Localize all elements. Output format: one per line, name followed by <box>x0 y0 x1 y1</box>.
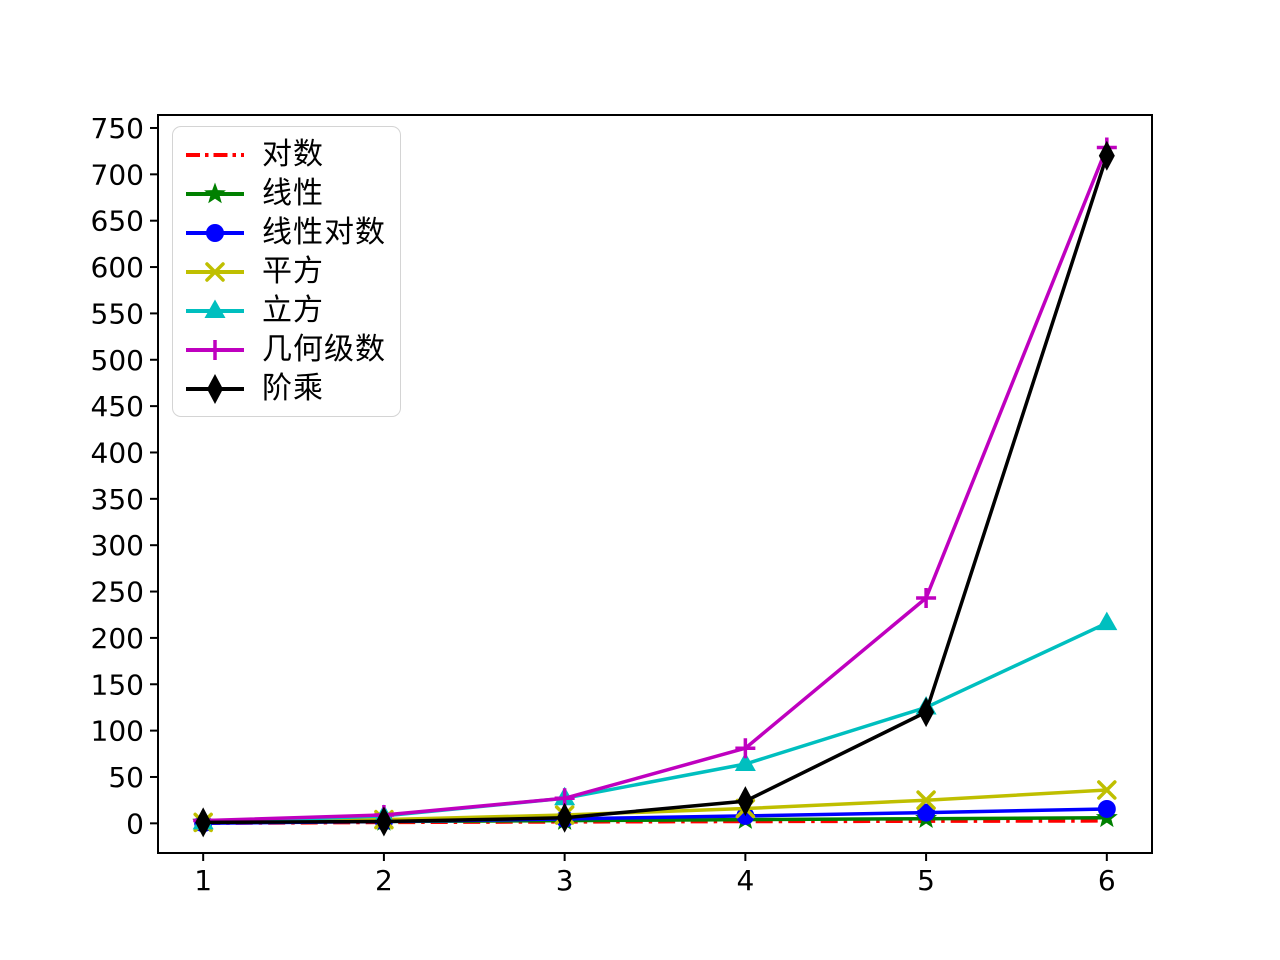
marker-thin-diamond <box>1098 140 1115 171</box>
legend-label-log: 对数 <box>262 136 324 172</box>
legend-label-geometric: 几何级数 <box>262 331 386 367</box>
y-tick-label: 0 <box>126 807 144 840</box>
marker-thin-diamond <box>918 697 935 728</box>
x-tick-label: 2 <box>375 864 393 897</box>
legend-label-linearithmic: 线性对数 <box>262 214 386 250</box>
legend-swatch-log <box>184 137 246 173</box>
x-tick-label: 1 <box>194 864 212 897</box>
legend-sample-line <box>186 339 244 360</box>
y-tick-label: 250 <box>91 576 144 609</box>
y-tick-label: 650 <box>91 205 144 238</box>
marker-thin-diamond <box>737 786 754 817</box>
y-tick-label: 50 <box>108 761 144 794</box>
marker-circle <box>206 223 224 242</box>
legend-sample-line <box>186 223 244 242</box>
marker-plus <box>735 738 756 759</box>
marker-circle <box>917 803 936 822</box>
legend-label-linear: 线性 <box>262 175 324 211</box>
legend-swatch-geometric <box>184 332 246 368</box>
legend-label-square: 平方 <box>262 253 324 289</box>
legend-item-square: 平方 <box>184 252 386 291</box>
marker-plus <box>205 339 225 360</box>
legend-item-linear: 线性 <box>184 174 386 213</box>
marker-thin-diamond <box>375 806 392 837</box>
legend-swatch-linear <box>184 176 246 212</box>
marker-x <box>1097 780 1117 800</box>
y-tick-label: 150 <box>91 668 144 701</box>
y-tick-label: 100 <box>91 715 144 748</box>
y-tick-label: 600 <box>91 251 144 284</box>
marker-triangle-up <box>734 752 756 771</box>
x-tick-label: 4 <box>736 864 754 897</box>
x-tick-label: 5 <box>917 864 935 897</box>
legend-swatch-square <box>184 254 246 290</box>
marker-plus <box>916 588 937 609</box>
series-path <box>203 155 1109 825</box>
series-path <box>203 621 1108 825</box>
y-tick-label: 350 <box>91 483 144 516</box>
axes-frame <box>157 114 1153 854</box>
series-path <box>203 146 1109 823</box>
y-tick-label: 750 <box>91 112 144 145</box>
marker-x <box>205 261 225 282</box>
y-axis: 0 50 100 150 200 250 300 350 400 450 500 550 600 650 7… <box>91 112 158 840</box>
y-tick-label: 500 <box>91 344 144 377</box>
series-path <box>203 819 1107 826</box>
legend-sample-line <box>186 152 244 157</box>
marker-thin-diamond <box>207 373 223 404</box>
y-tick-label: 200 <box>91 622 144 655</box>
x-axis: 1 2 3 4 5 6 <box>194 853 1116 897</box>
legend-swatch-factorial <box>184 371 246 407</box>
marker-circle <box>1097 799 1116 818</box>
legend-label-cube: 立方 <box>262 292 324 328</box>
legend-item-linearithmic: 线性对数 <box>184 213 386 252</box>
series-line-0 <box>203 819 1107 826</box>
legend: 对数 线性 线性对数 平方 立方 几何级数 阶乘 <box>172 126 401 417</box>
legend-swatch-cube <box>184 293 246 329</box>
legend-sample-line <box>186 373 244 404</box>
marker-thin-diamond <box>195 807 212 838</box>
x-tick-label: 3 <box>556 864 574 897</box>
y-tick-label: 700 <box>91 158 144 191</box>
marker-triangle-up <box>1096 611 1118 631</box>
y-tick-label: 400 <box>91 436 144 469</box>
y-tick-label: 450 <box>91 390 144 423</box>
legend-item-log: 对数 <box>184 135 386 174</box>
marker-star <box>204 182 226 203</box>
x-tick-label: 6 <box>1098 864 1116 897</box>
marker-x <box>916 790 936 810</box>
marker-triangle-up <box>204 299 226 318</box>
legend-label-factorial: 阶乘 <box>262 370 324 406</box>
legend-item-geometric: 几何级数 <box>184 330 386 369</box>
series-line-6 <box>195 140 1115 838</box>
y-tick-label: 550 <box>91 297 144 330</box>
legend-swatch-linearithmic <box>184 215 246 251</box>
legend-sample-line <box>186 261 244 282</box>
y-tick-label: 300 <box>91 529 144 562</box>
marker-thin-diamond <box>556 802 573 833</box>
legend-item-factorial: 阶乘 <box>184 369 386 408</box>
legend-sample-line <box>186 182 244 203</box>
legend-item-cube: 立方 <box>184 291 386 330</box>
legend-sample-line <box>186 299 244 318</box>
